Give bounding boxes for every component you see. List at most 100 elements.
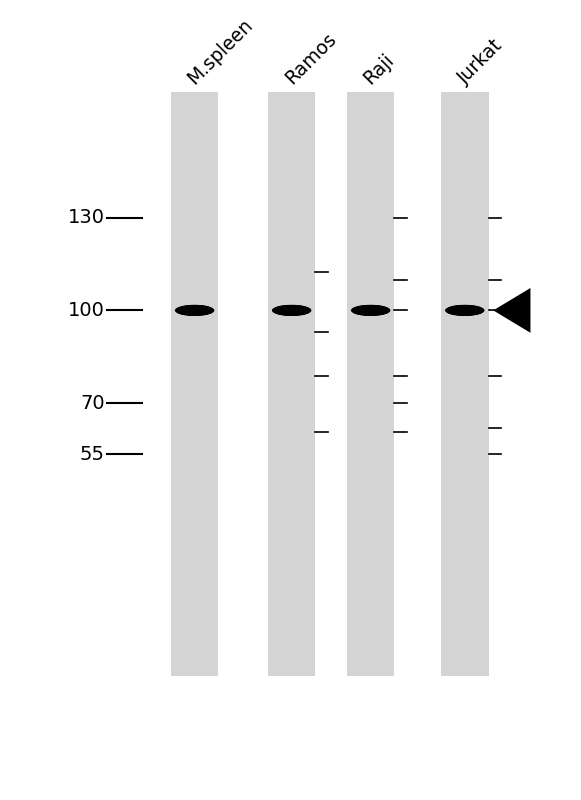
Ellipse shape bbox=[456, 309, 474, 312]
Ellipse shape bbox=[277, 306, 307, 314]
Ellipse shape bbox=[180, 306, 210, 314]
Ellipse shape bbox=[182, 307, 207, 314]
Ellipse shape bbox=[274, 306, 309, 315]
Ellipse shape bbox=[279, 307, 304, 314]
Ellipse shape bbox=[361, 309, 380, 312]
Ellipse shape bbox=[446, 306, 483, 315]
Ellipse shape bbox=[352, 305, 389, 316]
Ellipse shape bbox=[177, 306, 213, 315]
Ellipse shape bbox=[186, 309, 203, 312]
Ellipse shape bbox=[185, 309, 204, 312]
Ellipse shape bbox=[361, 309, 380, 312]
Ellipse shape bbox=[356, 306, 386, 314]
Ellipse shape bbox=[449, 306, 480, 314]
Ellipse shape bbox=[184, 308, 206, 313]
Ellipse shape bbox=[176, 305, 213, 316]
Ellipse shape bbox=[450, 306, 479, 314]
Ellipse shape bbox=[355, 306, 386, 314]
Ellipse shape bbox=[278, 307, 306, 314]
Ellipse shape bbox=[273, 305, 310, 316]
Ellipse shape bbox=[448, 306, 482, 315]
Ellipse shape bbox=[183, 308, 206, 313]
Ellipse shape bbox=[452, 307, 478, 314]
Ellipse shape bbox=[184, 308, 206, 313]
Ellipse shape bbox=[180, 306, 209, 314]
Ellipse shape bbox=[181, 307, 208, 314]
Ellipse shape bbox=[447, 306, 483, 315]
Ellipse shape bbox=[175, 305, 214, 316]
Ellipse shape bbox=[175, 305, 214, 316]
Ellipse shape bbox=[447, 306, 483, 315]
Ellipse shape bbox=[275, 306, 309, 315]
Ellipse shape bbox=[178, 306, 211, 315]
Ellipse shape bbox=[272, 305, 311, 316]
Ellipse shape bbox=[362, 309, 379, 312]
Ellipse shape bbox=[276, 306, 307, 314]
Ellipse shape bbox=[361, 308, 381, 313]
Ellipse shape bbox=[178, 306, 211, 315]
Ellipse shape bbox=[454, 308, 475, 313]
Ellipse shape bbox=[179, 306, 210, 314]
Ellipse shape bbox=[179, 306, 210, 314]
Text: Raji: Raji bbox=[360, 50, 398, 88]
Ellipse shape bbox=[450, 306, 479, 314]
Ellipse shape bbox=[177, 306, 213, 315]
Ellipse shape bbox=[360, 308, 381, 313]
Ellipse shape bbox=[178, 306, 211, 314]
Ellipse shape bbox=[280, 307, 303, 314]
Bar bbox=[347, 92, 394, 676]
Ellipse shape bbox=[273, 306, 310, 315]
Ellipse shape bbox=[453, 307, 477, 314]
Ellipse shape bbox=[447, 306, 482, 315]
Text: Jurkat: Jurkat bbox=[454, 36, 507, 88]
Ellipse shape bbox=[358, 307, 383, 314]
Ellipse shape bbox=[272, 305, 311, 316]
Ellipse shape bbox=[280, 308, 303, 313]
Ellipse shape bbox=[274, 306, 309, 315]
Ellipse shape bbox=[356, 306, 385, 314]
Ellipse shape bbox=[175, 305, 214, 316]
Ellipse shape bbox=[456, 309, 474, 312]
Ellipse shape bbox=[283, 309, 300, 312]
Ellipse shape bbox=[277, 306, 306, 314]
Ellipse shape bbox=[359, 308, 382, 313]
Ellipse shape bbox=[178, 306, 211, 315]
Ellipse shape bbox=[453, 308, 476, 313]
Ellipse shape bbox=[279, 307, 304, 314]
Ellipse shape bbox=[182, 307, 207, 314]
Ellipse shape bbox=[276, 306, 307, 314]
Ellipse shape bbox=[357, 307, 385, 314]
Ellipse shape bbox=[453, 307, 477, 314]
Ellipse shape bbox=[455, 308, 475, 313]
Ellipse shape bbox=[446, 305, 484, 316]
Ellipse shape bbox=[453, 307, 476, 314]
Ellipse shape bbox=[454, 308, 476, 313]
Ellipse shape bbox=[354, 306, 387, 315]
Ellipse shape bbox=[451, 307, 478, 314]
Ellipse shape bbox=[275, 306, 309, 315]
Ellipse shape bbox=[281, 308, 303, 313]
Ellipse shape bbox=[356, 306, 386, 314]
Text: Ramos: Ramos bbox=[281, 30, 340, 88]
Ellipse shape bbox=[177, 306, 212, 315]
Ellipse shape bbox=[281, 308, 303, 313]
Bar bbox=[171, 92, 218, 676]
Ellipse shape bbox=[454, 308, 476, 313]
Ellipse shape bbox=[448, 306, 482, 315]
Ellipse shape bbox=[353, 306, 389, 315]
Ellipse shape bbox=[184, 308, 205, 313]
Ellipse shape bbox=[360, 308, 382, 313]
Ellipse shape bbox=[354, 306, 388, 315]
Ellipse shape bbox=[181, 307, 209, 314]
Ellipse shape bbox=[451, 307, 479, 314]
Ellipse shape bbox=[277, 306, 307, 314]
Ellipse shape bbox=[446, 305, 483, 316]
Ellipse shape bbox=[282, 309, 301, 312]
Ellipse shape bbox=[446, 305, 484, 316]
Ellipse shape bbox=[451, 307, 479, 314]
Ellipse shape bbox=[353, 306, 388, 315]
Ellipse shape bbox=[282, 308, 302, 313]
Ellipse shape bbox=[278, 307, 305, 314]
Ellipse shape bbox=[358, 307, 383, 314]
Ellipse shape bbox=[180, 306, 209, 314]
